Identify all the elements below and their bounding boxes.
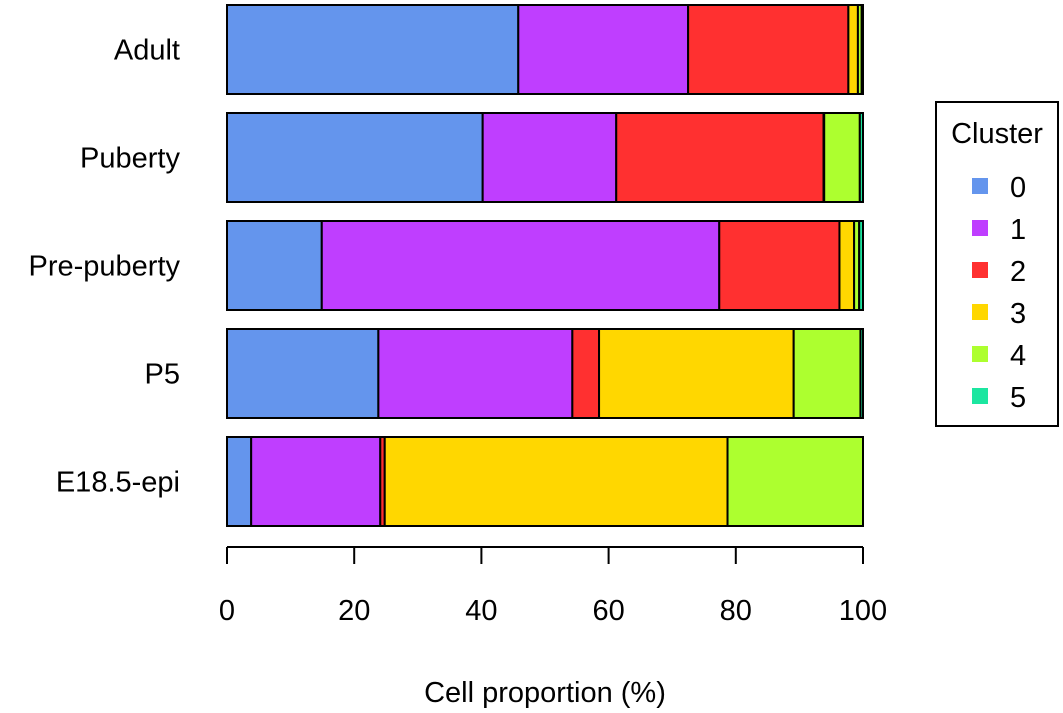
- legend: Cluster 0 1 2 3 4 5: [935, 101, 1059, 427]
- legend-label-2: 2: [1010, 256, 1026, 288]
- legend-label-0: 0: [1010, 172, 1026, 204]
- category-label-4: E18.5-epi: [56, 467, 180, 499]
- bar-segment-2-cluster-3: [838, 220, 856, 311]
- bar-segment-1-cluster-4: [823, 112, 861, 203]
- bar-segment-0-cluster-1: [517, 4, 690, 95]
- x-tick-label-5: 100: [839, 595, 887, 627]
- legend-label-4: 4: [1010, 340, 1026, 372]
- bar-segment-1-cluster-5: [858, 112, 865, 203]
- bar-segment-3-cluster-4: [792, 328, 862, 419]
- bar-segment-3-cluster-5: [859, 328, 864, 419]
- bar-segment-2-cluster-1: [320, 220, 721, 311]
- legend-label-3: 3: [1010, 298, 1026, 330]
- bar-segment-0-cluster-0: [226, 4, 520, 95]
- bar-segment-1-cluster-0: [226, 112, 484, 203]
- category-label-2: Pre-puberty: [28, 251, 180, 283]
- bar-segment-4-cluster-4: [726, 436, 864, 527]
- x-tick-label-0: 0: [219, 595, 235, 627]
- x-axis: 0 20 40 60 80 100: [219, 546, 887, 627]
- bar-segment-3-cluster-3: [598, 328, 795, 419]
- legend-label-5: 5: [1010, 382, 1026, 414]
- x-axis-label: Cell proportion (%): [424, 677, 666, 709]
- bar-segment-0-cluster-3: [847, 4, 859, 95]
- category-label-1: Puberty: [80, 143, 180, 175]
- bar-segment-3-cluster-0: [226, 328, 380, 419]
- legend-swatch-5: [972, 388, 988, 404]
- bar-segment-2-cluster-0: [226, 220, 323, 311]
- bar-segment-0-cluster-2: [687, 4, 850, 95]
- legend-swatch-4: [972, 346, 988, 362]
- x-tick-label-2: 40: [465, 595, 497, 627]
- legend-swatch-2: [972, 262, 988, 278]
- category-labels: Adult Puberty Pre-puberty P5 E18.5-epi: [28, 35, 180, 499]
- bar-segment-4-cluster-0: [226, 436, 253, 527]
- legend-swatch-1: [972, 220, 988, 236]
- legend-label-1: 1: [1010, 214, 1026, 246]
- x-tick-label-1: 20: [338, 595, 370, 627]
- bar-segment-1-cluster-1: [481, 112, 618, 203]
- legend-title: Cluster: [951, 118, 1043, 150]
- bars-group: [226, 4, 865, 527]
- category-label-3: P5: [145, 359, 180, 391]
- bar-segment-1-cluster-2: [615, 112, 825, 203]
- bar-segment-3-cluster-2: [571, 328, 601, 419]
- legend-swatch-0: [972, 178, 988, 194]
- bar-segment-4-cluster-3: [383, 436, 729, 527]
- bar-segment-2-cluster-2: [718, 220, 841, 311]
- legend-box: [935, 101, 1059, 427]
- x-tick-label-4: 80: [720, 595, 752, 627]
- category-label-0: Adult: [114, 35, 180, 67]
- bar-segment-4-cluster-1: [250, 436, 382, 527]
- bar-segment-0-cluster-5: [860, 4, 865, 95]
- legend-swatch-3: [972, 304, 988, 320]
- x-tick-label-3: 60: [592, 595, 624, 627]
- legend-items: 0 1 2 3 4 5: [972, 172, 1026, 414]
- bar-segment-3-cluster-1: [377, 328, 574, 419]
- bar-segment-2-cluster-5: [858, 220, 865, 311]
